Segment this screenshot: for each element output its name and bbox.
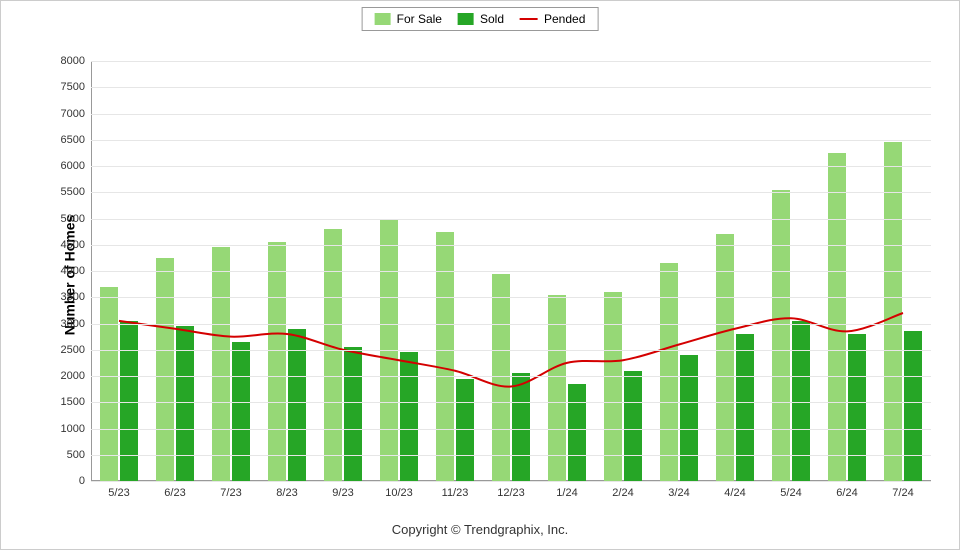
footer-copyright: Copyright © Trendgraphix, Inc. — [392, 522, 569, 537]
grid-line — [91, 61, 931, 62]
x-tick-label: 7/24 — [892, 487, 913, 499]
x-tick-label: 10/23 — [385, 487, 413, 499]
x-tick-label: 2/24 — [612, 487, 633, 499]
legend-label-for-sale: For Sale — [397, 12, 442, 26]
y-tick-label: 4500 — [61, 239, 85, 251]
grid-line — [91, 271, 931, 272]
grid-line — [91, 297, 931, 298]
x-tick-label: 3/24 — [668, 487, 689, 499]
legend: For Sale Sold Pended — [362, 7, 599, 31]
x-tick-label: 6/23 — [164, 487, 185, 499]
grid-line — [91, 376, 931, 377]
legend-item-sold: Sold — [458, 12, 504, 26]
grid-line — [91, 481, 931, 482]
y-tick-label: 5500 — [61, 186, 85, 198]
y-tick-label: 2500 — [61, 344, 85, 356]
y-tick-label: 2000 — [61, 370, 85, 382]
legend-swatch-for-sale — [375, 13, 391, 25]
y-tick-label: 4000 — [61, 265, 85, 277]
grid-line — [91, 455, 931, 456]
y-tick-label: 1000 — [61, 423, 85, 435]
x-tick-label: 4/24 — [724, 487, 745, 499]
grid-line — [91, 245, 931, 246]
legend-label-pended: Pended — [544, 12, 585, 26]
y-tick-label: 3500 — [61, 291, 85, 303]
y-tick-label: 7500 — [61, 81, 85, 93]
grid-line — [91, 350, 931, 351]
x-tick-label: 8/23 — [276, 487, 297, 499]
x-tick-label: 5/23 — [108, 487, 129, 499]
legend-item-pended: Pended — [520, 12, 585, 26]
x-tick-label: 12/23 — [497, 487, 525, 499]
x-tick-label: 9/23 — [332, 487, 353, 499]
y-tick-label: 5000 — [61, 213, 85, 225]
grid-line — [91, 219, 931, 220]
grid-line — [91, 192, 931, 193]
grid-line — [91, 402, 931, 403]
grid-line — [91, 87, 931, 88]
grid-line — [91, 324, 931, 325]
legend-swatch-pended — [520, 18, 538, 20]
x-tick-label: 11/23 — [442, 487, 469, 499]
y-tick-label: 6500 — [61, 134, 85, 146]
y-tick-label: 1500 — [61, 396, 85, 408]
x-tick-label: 6/24 — [836, 487, 857, 499]
grid-line — [91, 166, 931, 167]
y-tick-label: 500 — [67, 449, 85, 461]
y-tick-label: 7000 — [61, 108, 85, 120]
y-tick-label: 6000 — [61, 160, 85, 172]
grid-line — [91, 429, 931, 430]
x-tick-label: 5/24 — [780, 487, 801, 499]
chart-container: For Sale Sold Pended Number of Homes 050… — [0, 0, 960, 550]
legend-item-for-sale: For Sale — [375, 12, 442, 26]
x-tick-label: 1/24 — [556, 487, 577, 499]
y-tick-label: 3000 — [61, 318, 85, 330]
plot-area: 0500100015002000250030003500400045005000… — [91, 61, 931, 481]
legend-label-sold: Sold — [480, 12, 504, 26]
grid-line — [91, 140, 931, 141]
x-tick-label: 7/23 — [220, 487, 241, 499]
grid-line — [91, 114, 931, 115]
y-tick-label: 0 — [79, 475, 85, 487]
y-tick-label: 8000 — [61, 55, 85, 67]
legend-swatch-sold — [458, 13, 474, 25]
